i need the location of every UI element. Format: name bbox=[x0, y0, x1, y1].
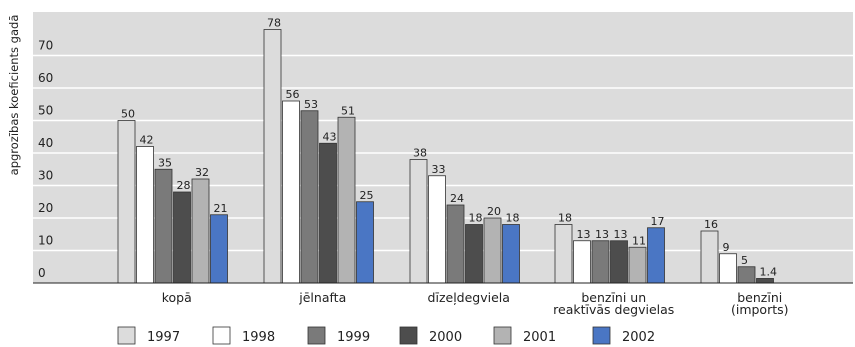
value-label: 13 bbox=[595, 228, 609, 241]
value-label: 9 bbox=[723, 241, 730, 254]
value-label: 24 bbox=[450, 192, 464, 205]
value-label: 53 bbox=[304, 98, 318, 111]
bar-1997 bbox=[117, 120, 136, 284]
category-label: dīzeļdegviela bbox=[428, 290, 510, 305]
legend: 1997 1998 1999 2000 2001 2002 bbox=[117, 326, 655, 345]
bar-2001 bbox=[337, 116, 356, 284]
value-label: 28 bbox=[177, 179, 191, 192]
value-label: 38 bbox=[413, 147, 427, 160]
bar-2001 bbox=[483, 217, 502, 284]
category-label: benzīni bbox=[737, 290, 782, 305]
bars bbox=[117, 29, 774, 284]
value-labels: 50 78 38 18 16 42 56 33 13 9 35 53 24 13 5 28 43 18 13 1.4 3… bbox=[121, 17, 777, 279]
bar-2002 bbox=[356, 201, 374, 284]
y-tick-label: 40 bbox=[38, 136, 53, 150]
bar-1997 bbox=[263, 29, 282, 284]
bar-2000 bbox=[319, 142, 337, 284]
value-label: 51 bbox=[341, 104, 355, 117]
legend-label: 1997 bbox=[147, 330, 180, 345]
value-label: 35 bbox=[158, 156, 172, 169]
y-tick-label: 60 bbox=[38, 71, 53, 85]
legend-swatch bbox=[592, 326, 611, 345]
category-labels: kopā jēlnafta dīzeļdegviela benzīni unreakt… bbox=[162, 290, 789, 317]
legend-label: 2001 bbox=[523, 330, 556, 345]
bar-1998 bbox=[282, 100, 300, 284]
bar-1999 bbox=[446, 204, 465, 284]
bar-2000 bbox=[465, 224, 483, 284]
value-label: 13 bbox=[614, 228, 628, 241]
bar-2000 bbox=[610, 240, 628, 284]
value-label: 56 bbox=[286, 88, 300, 101]
bar-2002 bbox=[502, 224, 520, 284]
y-axis-label: apgrozības koeficients gadā bbox=[7, 15, 21, 176]
value-label: 11 bbox=[632, 234, 646, 247]
legend-label: 2002 bbox=[622, 330, 655, 345]
value-label: 21 bbox=[214, 202, 228, 215]
value-label: 5 bbox=[741, 254, 748, 267]
legend-label: 1999 bbox=[337, 330, 370, 345]
value-label: 42 bbox=[140, 134, 154, 147]
bar-1998 bbox=[719, 253, 737, 284]
value-label: 13 bbox=[577, 228, 591, 241]
category-label: benzīni un bbox=[581, 290, 646, 305]
value-label: 20 bbox=[487, 205, 501, 218]
value-label: 32 bbox=[195, 166, 209, 179]
value-label: 43 bbox=[323, 130, 337, 143]
value-label: 78 bbox=[267, 17, 281, 30]
y-tick-label: 70 bbox=[38, 39, 53, 53]
category-label: jēlnafta bbox=[298, 290, 346, 305]
bar-1999 bbox=[154, 168, 173, 284]
y-tick-label: 10 bbox=[38, 234, 53, 248]
category-label: reaktīvās degvielas bbox=[553, 302, 674, 317]
bar-2000 bbox=[756, 278, 774, 284]
category-label: kopā bbox=[162, 290, 192, 305]
value-label: 50 bbox=[121, 108, 135, 121]
value-label: 18 bbox=[469, 212, 483, 225]
bar-2001 bbox=[191, 178, 210, 284]
y-axis-ticks: 0 10 20 30 40 50 60 70 bbox=[38, 39, 53, 281]
bar-2002 bbox=[647, 227, 665, 284]
bar-2001 bbox=[628, 246, 647, 284]
legend-label: 1998 bbox=[242, 330, 275, 345]
legend-swatch bbox=[117, 326, 136, 345]
legend-swatch bbox=[493, 326, 512, 345]
bar-1999 bbox=[737, 266, 756, 284]
value-label: 18 bbox=[558, 212, 572, 225]
legend-swatch bbox=[307, 326, 326, 345]
bar-1997 bbox=[409, 159, 428, 284]
bar-1998 bbox=[573, 240, 591, 284]
legend-label: 2000 bbox=[429, 330, 462, 345]
value-label: 18 bbox=[506, 212, 520, 225]
legend-swatch bbox=[212, 326, 231, 345]
value-label: 1.4 bbox=[760, 265, 778, 278]
bar-2002 bbox=[210, 214, 228, 284]
y-tick-label: 50 bbox=[38, 104, 53, 118]
y-tick-label: 30 bbox=[38, 169, 53, 183]
bar-1998 bbox=[136, 146, 154, 284]
bar-1997 bbox=[700, 230, 719, 284]
y-tick-label: 0 bbox=[38, 266, 46, 280]
bar-1999 bbox=[300, 110, 319, 284]
bar-1997 bbox=[554, 224, 573, 284]
value-label: 25 bbox=[360, 189, 374, 202]
value-label: 17 bbox=[651, 215, 665, 228]
y-tick-label: 20 bbox=[38, 201, 53, 215]
category-label: (imports) bbox=[731, 302, 789, 317]
value-label: 16 bbox=[704, 218, 718, 231]
legend-swatch bbox=[399, 326, 418, 345]
bar-1998 bbox=[428, 175, 446, 284]
bar-1999 bbox=[591, 240, 610, 284]
bar-2000 bbox=[173, 191, 191, 284]
value-label: 33 bbox=[432, 163, 446, 176]
